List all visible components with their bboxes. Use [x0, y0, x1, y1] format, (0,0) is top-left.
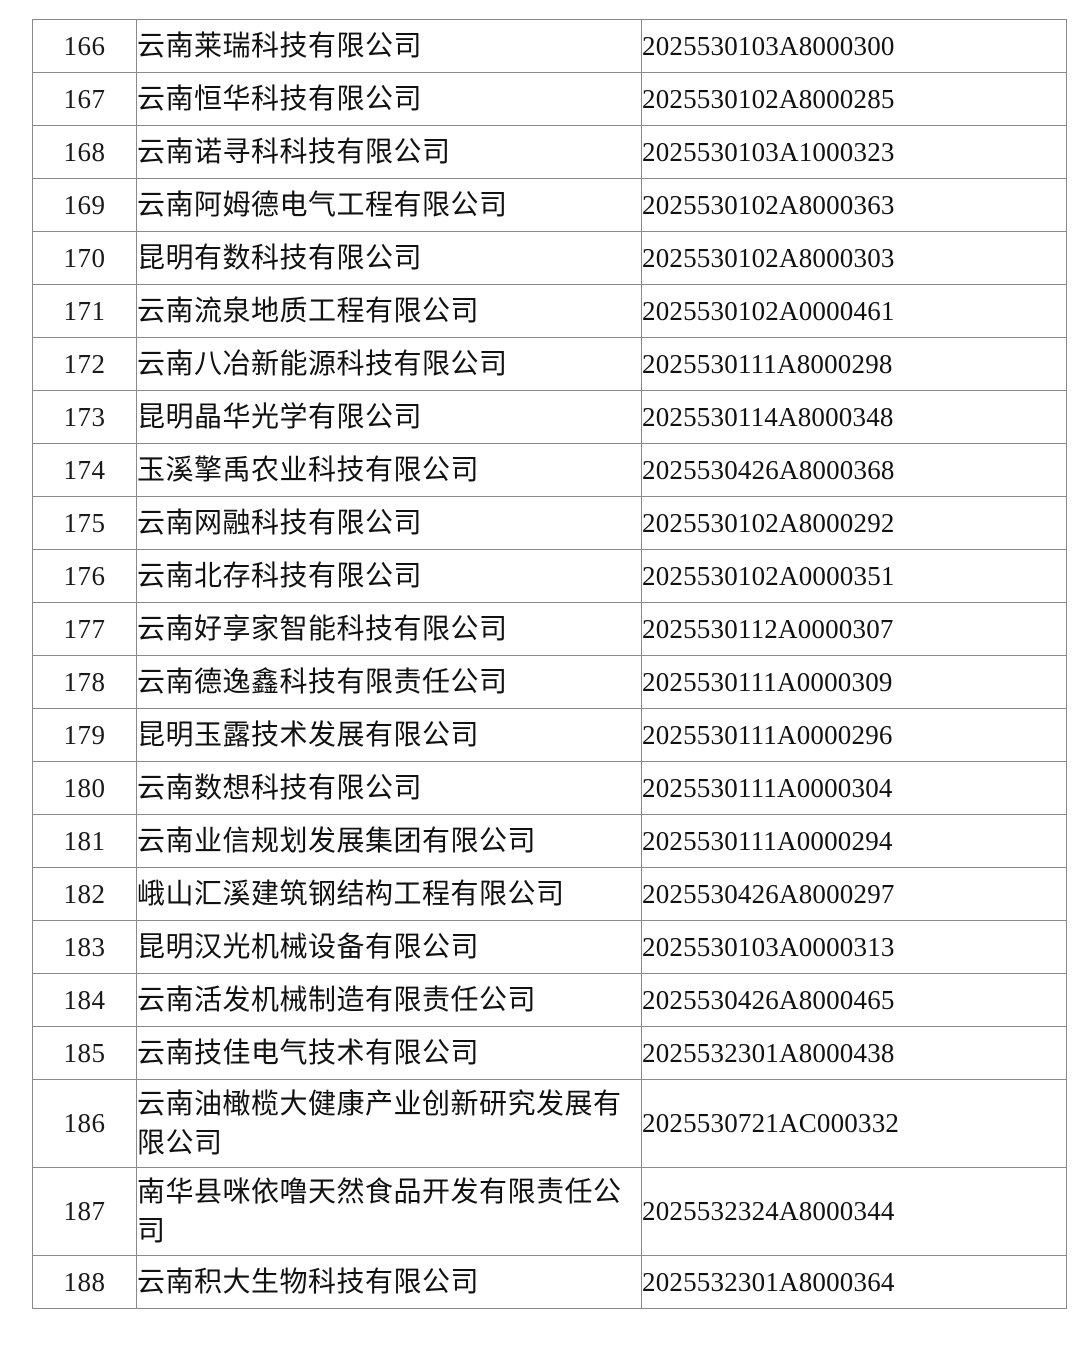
registration-code-cell: 2025530111A0000304 [641, 761, 1067, 815]
registration-code-cell: 2025530111A0000296 [641, 708, 1067, 762]
company-name-cell: 南华县咪依噜天然食品开发有限责任公司 [136, 1167, 642, 1256]
table-row: 169 云南阿姆德电气工程有限公司 2025530102A8000363 [32, 178, 1067, 232]
company-name-cell: 昆明有数科技有限公司 [136, 231, 642, 285]
table-row: 183 昆明汉光机械设备有限公司 2025530103A0000313 [32, 920, 1067, 974]
table-row: 166 云南莱瑞科技有限公司 2025530103A8000300 [32, 19, 1067, 73]
row-index-cell: 182 [32, 867, 137, 921]
registration-code-cell: 2025530721AC000332 [641, 1079, 1067, 1168]
row-index-cell: 187 [32, 1167, 137, 1256]
company-name-cell: 云南流泉地质工程有限公司 [136, 284, 642, 338]
company-name-cell: 云南莱瑞科技有限公司 [136, 19, 642, 73]
table-row: 167 云南恒华科技有限公司 2025530102A8000285 [32, 72, 1067, 126]
company-name-cell: 峨山汇溪建筑钢结构工程有限公司 [136, 867, 642, 921]
table-row: 182 峨山汇溪建筑钢结构工程有限公司 2025530426A8000297 [32, 867, 1067, 921]
registration-code-cell: 2025530114A8000348 [641, 390, 1067, 444]
registration-code-cell: 2025530426A8000297 [641, 867, 1067, 921]
row-index-cell: 180 [32, 761, 137, 815]
registration-code-cell: 2025530112A0000307 [641, 602, 1067, 656]
registration-code-cell: 2025530111A0000309 [641, 655, 1067, 709]
table-row: 174 玉溪擎禹农业科技有限公司 2025530426A8000368 [32, 443, 1067, 497]
table-row: 168 云南诺寻科科技有限公司 2025530103A1000323 [32, 125, 1067, 179]
registration-code-cell: 2025532301A8000438 [641, 1026, 1067, 1080]
registration-table: 166 云南莱瑞科技有限公司 2025530103A8000300 167 云南恒华科技… [32, 19, 1067, 1309]
table-row: 178 云南德逸鑫科技有限责任公司 2025530111A0000309 [32, 655, 1067, 709]
row-index-cell: 186 [32, 1079, 137, 1168]
table-row: 176 云南北存科技有限公司 2025530102A0000351 [32, 549, 1067, 603]
registration-code-cell: 2025530102A0000351 [641, 549, 1067, 603]
registration-code-cell: 2025530103A1000323 [641, 125, 1067, 179]
row-index-cell: 168 [32, 125, 137, 179]
company-name-cell: 云南北存科技有限公司 [136, 549, 642, 603]
company-name-cell: 云南阿姆德电气工程有限公司 [136, 178, 642, 232]
row-index-cell: 175 [32, 496, 137, 550]
registration-code-cell: 2025530102A8000363 [641, 178, 1067, 232]
row-index-cell: 177 [32, 602, 137, 656]
table-row: 173 昆明晶华光学有限公司 2025530114A8000348 [32, 390, 1067, 444]
registration-code-cell: 2025530426A8000368 [641, 443, 1067, 497]
registration-code-cell: 2025532324A8000344 [641, 1167, 1067, 1256]
registration-code-cell: 2025530102A8000285 [641, 72, 1067, 126]
registration-table-container: 166 云南莱瑞科技有限公司 2025530103A8000300 167 云南恒华科技… [32, 19, 1067, 1309]
company-name-cell: 玉溪擎禹农业科技有限公司 [136, 443, 642, 497]
company-name-cell: 云南德逸鑫科技有限责任公司 [136, 655, 642, 709]
table-row: 175 云南网融科技有限公司 2025530102A8000292 [32, 496, 1067, 550]
registration-code-cell: 2025530102A0000461 [641, 284, 1067, 338]
registration-code-cell: 2025530102A8000292 [641, 496, 1067, 550]
company-name-cell: 云南恒华科技有限公司 [136, 72, 642, 126]
table-row: 179 昆明玉露技术发展有限公司 2025530111A0000296 [32, 708, 1067, 762]
row-index-cell: 179 [32, 708, 137, 762]
row-index-cell: 171 [32, 284, 137, 338]
table-body: 166 云南莱瑞科技有限公司 2025530103A8000300 167 云南恒华科技… [32, 19, 1067, 1309]
row-index-cell: 170 [32, 231, 137, 285]
table-row: 186 云南油橄榄大健康产业创新研究发展有限公司 2025530721AC00033… [32, 1079, 1067, 1168]
company-name-cell: 云南活发机械制造有限责任公司 [136, 973, 642, 1027]
table-row: 181 云南业信规划发展集团有限公司 2025530111A0000294 [32, 814, 1067, 868]
row-index-cell: 173 [32, 390, 137, 444]
table-row: 172 云南八冶新能源科技有限公司 2025530111A8000298 [32, 337, 1067, 391]
row-index-cell: 188 [32, 1255, 137, 1309]
company-name-cell: 云南数想科技有限公司 [136, 761, 642, 815]
company-name-cell: 云南诺寻科科技有限公司 [136, 125, 642, 179]
table-row: 177 云南好享家智能科技有限公司 2025530112A0000307 [32, 602, 1067, 656]
company-name-cell: 云南业信规划发展集团有限公司 [136, 814, 642, 868]
company-name-cell: 昆明玉露技术发展有限公司 [136, 708, 642, 762]
row-index-cell: 178 [32, 655, 137, 709]
row-index-cell: 181 [32, 814, 137, 868]
row-index-cell: 167 [32, 72, 137, 126]
row-index-cell: 183 [32, 920, 137, 974]
row-index-cell: 174 [32, 443, 137, 497]
table-row: 180 云南数想科技有限公司 2025530111A0000304 [32, 761, 1067, 815]
registration-code-cell: 2025530111A0000294 [641, 814, 1067, 868]
company-name-cell: 云南积大生物科技有限公司 [136, 1255, 642, 1309]
table-row: 185 云南技佳电气技术有限公司 2025532301A8000438 [32, 1026, 1067, 1080]
table-row: 171 云南流泉地质工程有限公司 2025530102A0000461 [32, 284, 1067, 338]
table-row: 188 云南积大生物科技有限公司 2025532301A8000364 [32, 1255, 1067, 1309]
company-name-cell: 云南油橄榄大健康产业创新研究发展有限公司 [136, 1079, 642, 1168]
row-index-cell: 172 [32, 337, 137, 391]
row-index-cell: 184 [32, 973, 137, 1027]
company-name-cell: 云南八冶新能源科技有限公司 [136, 337, 642, 391]
registration-code-cell: 2025530426A8000465 [641, 973, 1067, 1027]
row-index-cell: 185 [32, 1026, 137, 1080]
table-row: 187 南华县咪依噜天然食品开发有限责任公司 2025532324A8000344 [32, 1167, 1067, 1256]
company-name-cell: 云南网融科技有限公司 [136, 496, 642, 550]
registration-code-cell: 2025530103A0000313 [641, 920, 1067, 974]
registration-code-cell: 2025530111A8000298 [641, 337, 1067, 391]
table-row: 170 昆明有数科技有限公司 2025530102A8000303 [32, 231, 1067, 285]
row-index-cell: 169 [32, 178, 137, 232]
row-index-cell: 176 [32, 549, 137, 603]
company-name-cell: 云南好享家智能科技有限公司 [136, 602, 642, 656]
company-name-cell: 昆明晶华光学有限公司 [136, 390, 642, 444]
table-row: 184 云南活发机械制造有限责任公司 2025530426A8000465 [32, 973, 1067, 1027]
row-index-cell: 166 [32, 19, 137, 73]
registration-code-cell: 2025530103A8000300 [641, 19, 1067, 73]
registration-code-cell: 2025532301A8000364 [641, 1255, 1067, 1309]
registration-code-cell: 2025530102A8000303 [641, 231, 1067, 285]
company-name-cell: 昆明汉光机械设备有限公司 [136, 920, 642, 974]
company-name-cell: 云南技佳电气技术有限公司 [136, 1026, 642, 1080]
